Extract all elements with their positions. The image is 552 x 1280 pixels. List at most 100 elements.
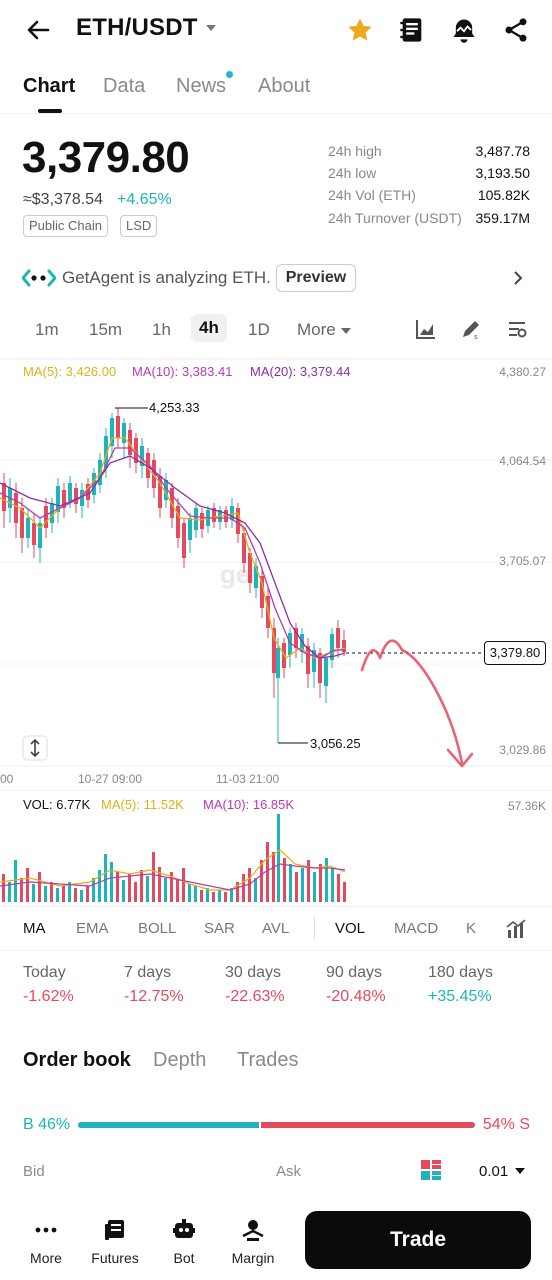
timeframe-1m[interactable]: 1m <box>35 320 59 339</box>
bot-icon <box>173 1219 195 1238</box>
nav-label: More <box>30 1250 62 1266</box>
margin-icon <box>242 1220 264 1241</box>
stat-value: 105.82K <box>477 187 530 203</box>
page-tabs: Chart Data News About <box>0 62 552 114</box>
candlestick-chart[interactable]: get <box>0 358 552 770</box>
news-unread-dot <box>226 71 233 78</box>
vol-legend: VOL: 6.77K <box>23 797 91 812</box>
indicator-k[interactable]: K <box>466 920 477 937</box>
ma20-line <box>0 455 346 659</box>
usd-price: ≈$3,378.54 <box>23 191 103 208</box>
expand-chart-icon[interactable] <box>23 736 47 760</box>
perf-label: Today <box>23 964 66 981</box>
tab-chart[interactable]: Chart <box>23 75 76 97</box>
perf-value: -1.62% <box>23 988 74 1005</box>
low-label: 3,056.25 <box>310 736 361 751</box>
tab-about[interactable]: About <box>258 75 311 97</box>
last-price-marker[interactable]: 3,379.80 <box>484 641 546 665</box>
tag-public-chain[interactable]: Public Chain <box>23 215 108 237</box>
ma10-line <box>0 447 345 659</box>
bottom-navigation: More Futures Bot Margin Trade <box>0 1196 552 1280</box>
x-axis-label: 11-03 21:00 <box>216 772 280 786</box>
perf-value: -12.75% <box>124 988 184 1005</box>
indicator-ema[interactable]: EMA <box>76 920 109 937</box>
perf-value: -20.48% <box>326 988 386 1005</box>
y-axis-label: 3,705.07 <box>499 554 546 568</box>
svg-text:s: s <box>474 333 478 340</box>
ma5-legend: MA(5): 3,426.00 <box>23 364 117 379</box>
perf-value: -22.63% <box>225 988 285 1005</box>
ma20-legend: MA(20): 3,379.44 <box>250 364 351 379</box>
drawing-tool-icon[interactable]: s <box>460 318 482 340</box>
vol-ma10-legend: MA(10): 16.85K <box>203 797 295 812</box>
perf-label: 180 days <box>428 964 493 981</box>
buy-ratio: B 46% <box>23 1116 71 1133</box>
getagent-logo-icon <box>22 269 56 287</box>
nav-label: Margin <box>231 1250 275 1266</box>
active-tab-underline <box>38 109 62 113</box>
tab-trades[interactable]: Trades <box>237 1049 299 1071</box>
stat-label: 24h low <box>328 165 377 181</box>
chart-type-icon[interactable] <box>415 318 437 340</box>
tab-news[interactable]: News <box>176 75 227 97</box>
orderbook-layout-icon[interactable] <box>421 1160 441 1180</box>
nav-label: Bot <box>173 1250 195 1266</box>
y-axis-label: 4,380.27 <box>499 365 546 379</box>
trade-button[interactable]: Trade <box>305 1211 531 1269</box>
hand-drawn-arrow <box>360 639 474 768</box>
svg-text:get: get <box>220 559 259 589</box>
more-dots-icon <box>35 1227 57 1233</box>
high-label: 4,253.33 <box>149 400 200 415</box>
more-caret-icon[interactable] <box>341 327 351 335</box>
indicator-sar[interactable]: SAR <box>204 920 235 937</box>
precision-caret-icon[interactable] <box>515 1167 525 1175</box>
bid-header: Bid <box>23 1163 45 1180</box>
sell-ratio: 54% S <box>482 1116 530 1133</box>
indicator-vol[interactable]: VOL <box>335 920 366 937</box>
notebook-icon[interactable] <box>398 16 426 44</box>
timeframe-1d[interactable]: 1D <box>248 320 270 339</box>
divider <box>0 950 552 951</box>
indicator-ma[interactable]: MA <box>23 920 46 937</box>
tab-depth[interactable]: Depth <box>153 1049 207 1071</box>
top-bar: ETH/USDT <box>0 0 552 60</box>
futures-icon <box>105 1220 124 1240</box>
getagent-banner[interactable]: GetAgent is analyzing ETH. Preview <box>22 262 532 294</box>
buy-sell-ratio-bar <box>78 1122 475 1128</box>
pair-title[interactable]: ETH/USDT <box>76 14 198 41</box>
volume-chart <box>0 814 346 902</box>
stat-label: 24h high <box>328 143 382 159</box>
vol-max-label: 57.36K <box>507 799 546 813</box>
indicator-settings-icon[interactable] <box>505 918 527 940</box>
tab-data[interactable]: Data <box>103 75 146 97</box>
tag-lsd[interactable]: LSD <box>120 215 158 237</box>
back-arrow-icon[interactable] <box>22 14 54 46</box>
chart-settings-icon[interactable] <box>506 318 528 340</box>
price-alert-bell-icon[interactable] <box>450 16 478 44</box>
precision-select[interactable]: 0.01 <box>479 1163 509 1180</box>
indicator-macd[interactable]: MACD <box>394 920 439 937</box>
stat-value: 359.17M <box>475 210 530 226</box>
star-icon[interactable] <box>346 16 374 44</box>
price-change: +4.65% <box>117 191 172 208</box>
buy-ratio-fill <box>78 1122 261 1128</box>
chevron-right-icon[interactable] <box>510 270 526 286</box>
share-icon[interactable] <box>502 16 530 44</box>
ma10-legend: MA(10): 3,383.41 <box>132 364 233 379</box>
indicator-boll[interactable]: BOLL <box>138 920 177 937</box>
indicator-avl[interactable]: AVL <box>262 920 290 937</box>
nav-label: Futures <box>91 1250 139 1266</box>
perf-label: 90 days <box>326 964 383 981</box>
divider <box>0 790 552 791</box>
timeframe-15m[interactable]: 15m <box>89 320 123 339</box>
timeframe-4h[interactable]: 4h <box>191 314 227 342</box>
timeframe-1h[interactable]: 1h <box>152 320 171 339</box>
ask-header: Ask <box>276 1163 302 1180</box>
vol-ma5-legend: MA(5): 11.52K <box>101 797 184 812</box>
preview-button[interactable]: Preview <box>276 264 356 292</box>
timeframe-more[interactable]: More <box>297 320 336 339</box>
stat-label: 24h Vol (ETH) <box>328 187 416 203</box>
chevron-down-icon[interactable] <box>205 22 217 34</box>
x-axis-label: 00 <box>0 772 14 786</box>
tab-order-book[interactable]: Order book <box>23 1049 131 1071</box>
